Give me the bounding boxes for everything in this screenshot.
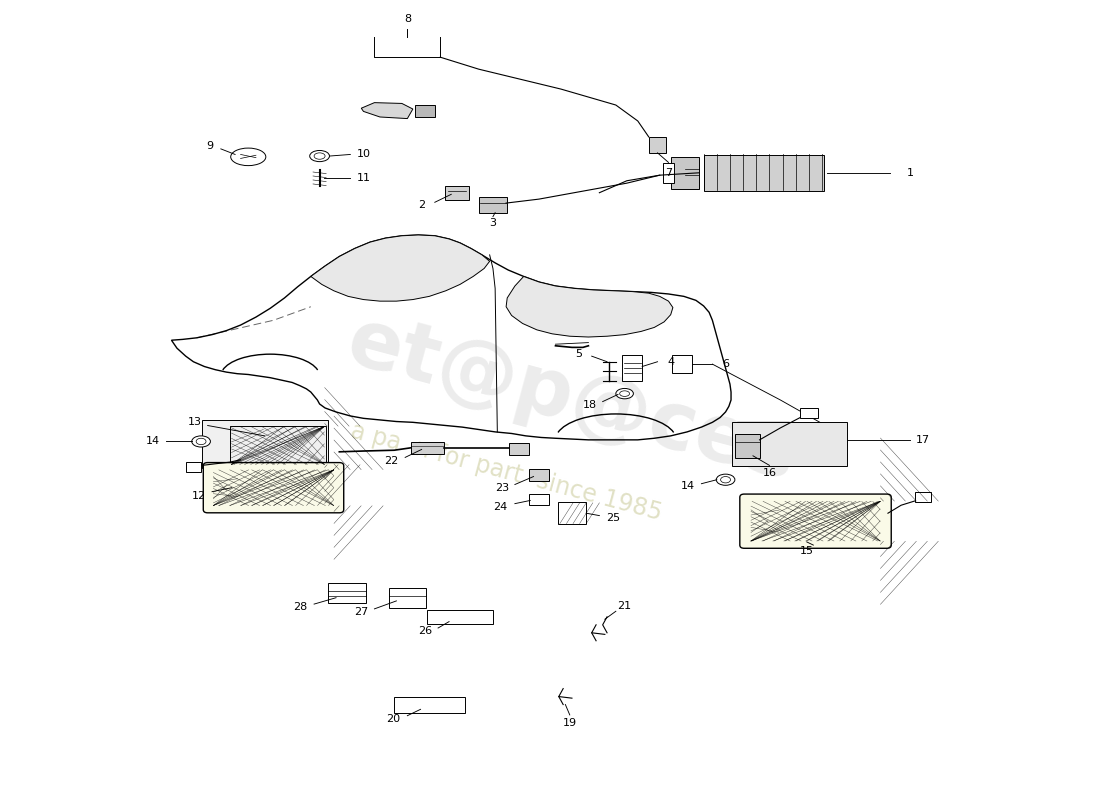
Text: 3: 3: [490, 218, 496, 228]
Text: et@p@ces: et@p@ces: [339, 302, 805, 498]
Text: 5: 5: [575, 349, 582, 358]
Ellipse shape: [315, 153, 326, 159]
FancyBboxPatch shape: [529, 494, 549, 506]
Ellipse shape: [616, 389, 634, 399]
FancyBboxPatch shape: [509, 443, 529, 455]
Text: 22: 22: [384, 455, 398, 466]
Text: a pa  n for part  since 1985: a pa n for part since 1985: [348, 418, 664, 525]
Text: 25: 25: [606, 513, 620, 523]
FancyBboxPatch shape: [704, 155, 824, 190]
Text: 11: 11: [356, 174, 371, 183]
Text: 2: 2: [418, 201, 426, 210]
Ellipse shape: [191, 436, 210, 447]
Text: 14: 14: [145, 437, 160, 446]
FancyBboxPatch shape: [915, 493, 931, 502]
FancyBboxPatch shape: [623, 355, 642, 381]
FancyBboxPatch shape: [204, 462, 343, 513]
Text: 7: 7: [664, 168, 672, 178]
Text: 20: 20: [386, 714, 400, 724]
FancyBboxPatch shape: [201, 420, 328, 468]
FancyBboxPatch shape: [329, 583, 365, 603]
Text: 4: 4: [667, 357, 674, 366]
Ellipse shape: [720, 477, 730, 483]
Text: 15: 15: [800, 546, 814, 557]
Ellipse shape: [196, 438, 206, 445]
Polygon shape: [506, 277, 673, 337]
FancyBboxPatch shape: [529, 469, 549, 482]
Text: 19: 19: [563, 718, 576, 728]
Text: 14: 14: [681, 481, 695, 491]
FancyBboxPatch shape: [186, 462, 201, 472]
FancyBboxPatch shape: [649, 137, 667, 153]
Text: 24: 24: [494, 502, 508, 512]
Text: 18: 18: [582, 400, 596, 410]
Text: 21: 21: [617, 601, 631, 610]
Text: 28: 28: [293, 602, 307, 612]
Ellipse shape: [716, 474, 735, 486]
Text: 23: 23: [495, 482, 509, 493]
FancyBboxPatch shape: [388, 588, 426, 608]
FancyBboxPatch shape: [394, 697, 465, 713]
Polygon shape: [311, 235, 490, 301]
FancyBboxPatch shape: [672, 355, 692, 373]
FancyBboxPatch shape: [740, 494, 891, 548]
Text: 6: 6: [722, 359, 729, 369]
Text: 8: 8: [404, 14, 411, 24]
Text: 12: 12: [191, 490, 206, 501]
Ellipse shape: [619, 391, 629, 397]
Ellipse shape: [231, 148, 266, 166]
Text: 16: 16: [762, 468, 777, 478]
FancyBboxPatch shape: [444, 186, 469, 200]
FancyBboxPatch shape: [427, 610, 493, 624]
FancyBboxPatch shape: [415, 106, 434, 118]
Text: 26: 26: [418, 626, 432, 636]
FancyBboxPatch shape: [732, 422, 847, 466]
Text: 9: 9: [207, 142, 213, 151]
FancyBboxPatch shape: [736, 434, 760, 458]
Ellipse shape: [310, 150, 330, 162]
Text: 1: 1: [906, 168, 913, 178]
Text: 10: 10: [356, 150, 371, 159]
FancyBboxPatch shape: [480, 197, 507, 213]
Text: 27: 27: [354, 607, 368, 617]
Polygon shape: [361, 102, 412, 118]
Text: 17: 17: [916, 435, 931, 445]
FancyBboxPatch shape: [671, 157, 698, 189]
Text: 13: 13: [187, 418, 201, 427]
FancyBboxPatch shape: [800, 407, 817, 418]
FancyBboxPatch shape: [410, 442, 443, 454]
FancyBboxPatch shape: [663, 163, 674, 182]
FancyBboxPatch shape: [558, 502, 585, 524]
